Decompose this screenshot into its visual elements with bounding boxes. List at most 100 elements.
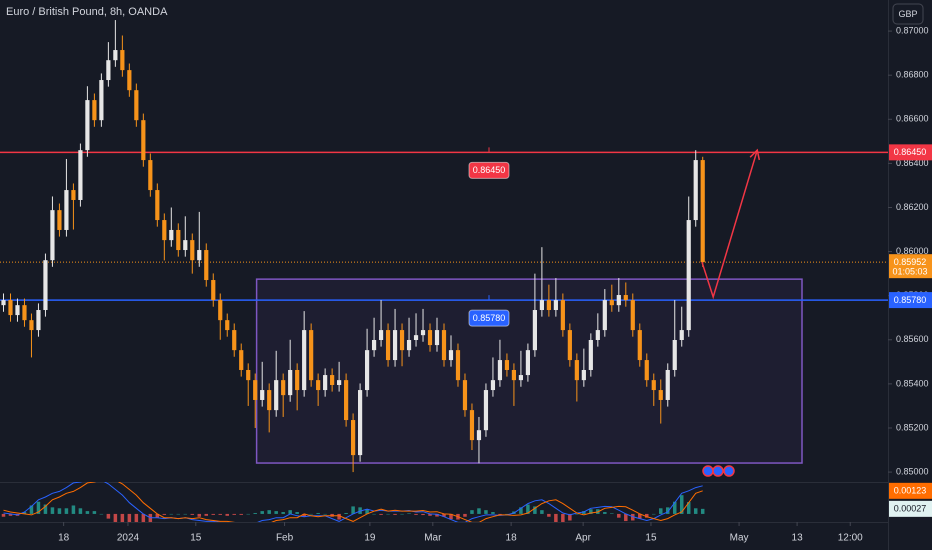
level-price-tag-label: 0.86450 bbox=[894, 147, 927, 157]
histogram-bar bbox=[561, 513, 565, 522]
x-tick-label: 15 bbox=[190, 533, 202, 544]
candle-body bbox=[616, 295, 621, 306]
candle-body bbox=[260, 390, 265, 400]
event-icon[interactable] bbox=[723, 465, 735, 477]
event-icon[interactable] bbox=[702, 465, 714, 477]
x-tick-label: 15 bbox=[645, 533, 657, 544]
histogram-bar bbox=[547, 513, 551, 517]
histogram-bar bbox=[540, 510, 544, 514]
histogram-bar bbox=[610, 513, 614, 514]
y-tick-label: 0.86600 bbox=[896, 114, 929, 124]
candle-body bbox=[672, 340, 677, 370]
x-tick-label: 13 bbox=[792, 533, 804, 544]
candle-body bbox=[1, 300, 6, 306]
candle-body bbox=[560, 300, 565, 331]
histogram-bar bbox=[274, 511, 278, 514]
candle-body bbox=[78, 150, 83, 200]
candle-body bbox=[225, 320, 230, 331]
candle-body bbox=[532, 310, 537, 351]
event-icons bbox=[702, 465, 735, 477]
histogram-bar bbox=[666, 507, 670, 514]
level-tag-label: 0.85780 bbox=[473, 313, 506, 323]
histogram-bar bbox=[50, 507, 55, 514]
candle-body bbox=[169, 229, 174, 241]
candle-body bbox=[483, 390, 489, 431]
currency-button[interactable] bbox=[892, 3, 924, 25]
histogram-bar bbox=[64, 508, 69, 514]
candle-body bbox=[183, 240, 188, 251]
histogram-bar bbox=[29, 505, 34, 514]
candle-body bbox=[344, 380, 349, 421]
y-tick-label: 0.85400 bbox=[896, 378, 929, 388]
candle-body bbox=[295, 369, 300, 391]
candle-body bbox=[127, 70, 132, 91]
candle-body bbox=[134, 90, 139, 121]
y-tick-label: 0.86400 bbox=[896, 158, 929, 168]
candle-body bbox=[197, 250, 202, 261]
histogram-bar bbox=[700, 508, 705, 514]
histogram-bar bbox=[533, 506, 537, 514]
candle-body bbox=[85, 100, 90, 151]
candle-body bbox=[190, 240, 195, 261]
histogram-bar bbox=[162, 513, 167, 515]
histogram-bar bbox=[407, 513, 411, 514]
candle-body bbox=[274, 380, 279, 411]
histogram-bar bbox=[106, 513, 111, 519]
candle-body bbox=[218, 300, 223, 321]
histogram-bar bbox=[575, 513, 579, 515]
candle-body bbox=[693, 160, 698, 221]
symbol-title: Euro / British Pound, 8h, OANDA bbox=[6, 6, 168, 18]
candle-body bbox=[22, 305, 27, 321]
candle-body bbox=[413, 335, 419, 341]
histogram-bar bbox=[204, 513, 209, 516]
histogram-bar bbox=[99, 513, 104, 515]
candle-body bbox=[665, 369, 670, 400]
histogram-bar bbox=[232, 513, 236, 515]
candle-body bbox=[302, 330, 307, 391]
candle-body bbox=[162, 220, 167, 241]
indicator-pane bbox=[1, 482, 705, 522]
candle-body bbox=[525, 350, 531, 376]
signal-tag bbox=[889, 482, 932, 499]
x-tick-label: Feb bbox=[276, 533, 294, 544]
x-tick-label: 19 bbox=[364, 533, 376, 544]
last-price-tag bbox=[889, 254, 932, 279]
arrow-head bbox=[749, 148, 761, 161]
candle-body bbox=[155, 190, 160, 221]
histogram-bar bbox=[414, 513, 418, 515]
x-tick-label: 18 bbox=[58, 533, 70, 544]
candle-body bbox=[623, 295, 628, 301]
histogram-bar bbox=[505, 513, 509, 515]
candle-body bbox=[92, 100, 97, 121]
histogram-bar bbox=[92, 511, 97, 514]
candle-body bbox=[644, 360, 649, 381]
candle-body bbox=[316, 380, 321, 391]
y-tick-label: 0.85200 bbox=[896, 422, 929, 432]
candle-body bbox=[441, 330, 447, 361]
countdown-label: 01:05:03 bbox=[892, 267, 927, 277]
histogram-bar bbox=[372, 513, 376, 515]
candle-body bbox=[392, 330, 398, 361]
histogram-bar bbox=[568, 513, 572, 521]
candle-body bbox=[700, 160, 705, 263]
candle-body bbox=[267, 390, 272, 411]
candle-body bbox=[323, 375, 328, 391]
histogram-bar bbox=[246, 513, 250, 515]
histogram-bar bbox=[693, 508, 698, 514]
histogram-bar bbox=[302, 513, 306, 517]
histogram-bar bbox=[582, 511, 586, 514]
candle-body bbox=[378, 330, 384, 341]
candle-body bbox=[539, 300, 544, 311]
currency-button-label[interactable]: GBP bbox=[898, 9, 917, 19]
candle-body bbox=[469, 410, 475, 441]
histogram-bar bbox=[57, 508, 62, 514]
histogram-bar bbox=[449, 513, 453, 520]
y-tick-label: 0.86200 bbox=[896, 202, 929, 212]
histogram-bar bbox=[85, 511, 90, 514]
histogram-bar bbox=[442, 513, 446, 517]
candle-body bbox=[679, 330, 684, 341]
event-icon[interactable] bbox=[712, 465, 724, 477]
histogram-bar bbox=[470, 510, 474, 514]
candle-body bbox=[232, 330, 237, 351]
histogram-bar bbox=[323, 513, 327, 515]
